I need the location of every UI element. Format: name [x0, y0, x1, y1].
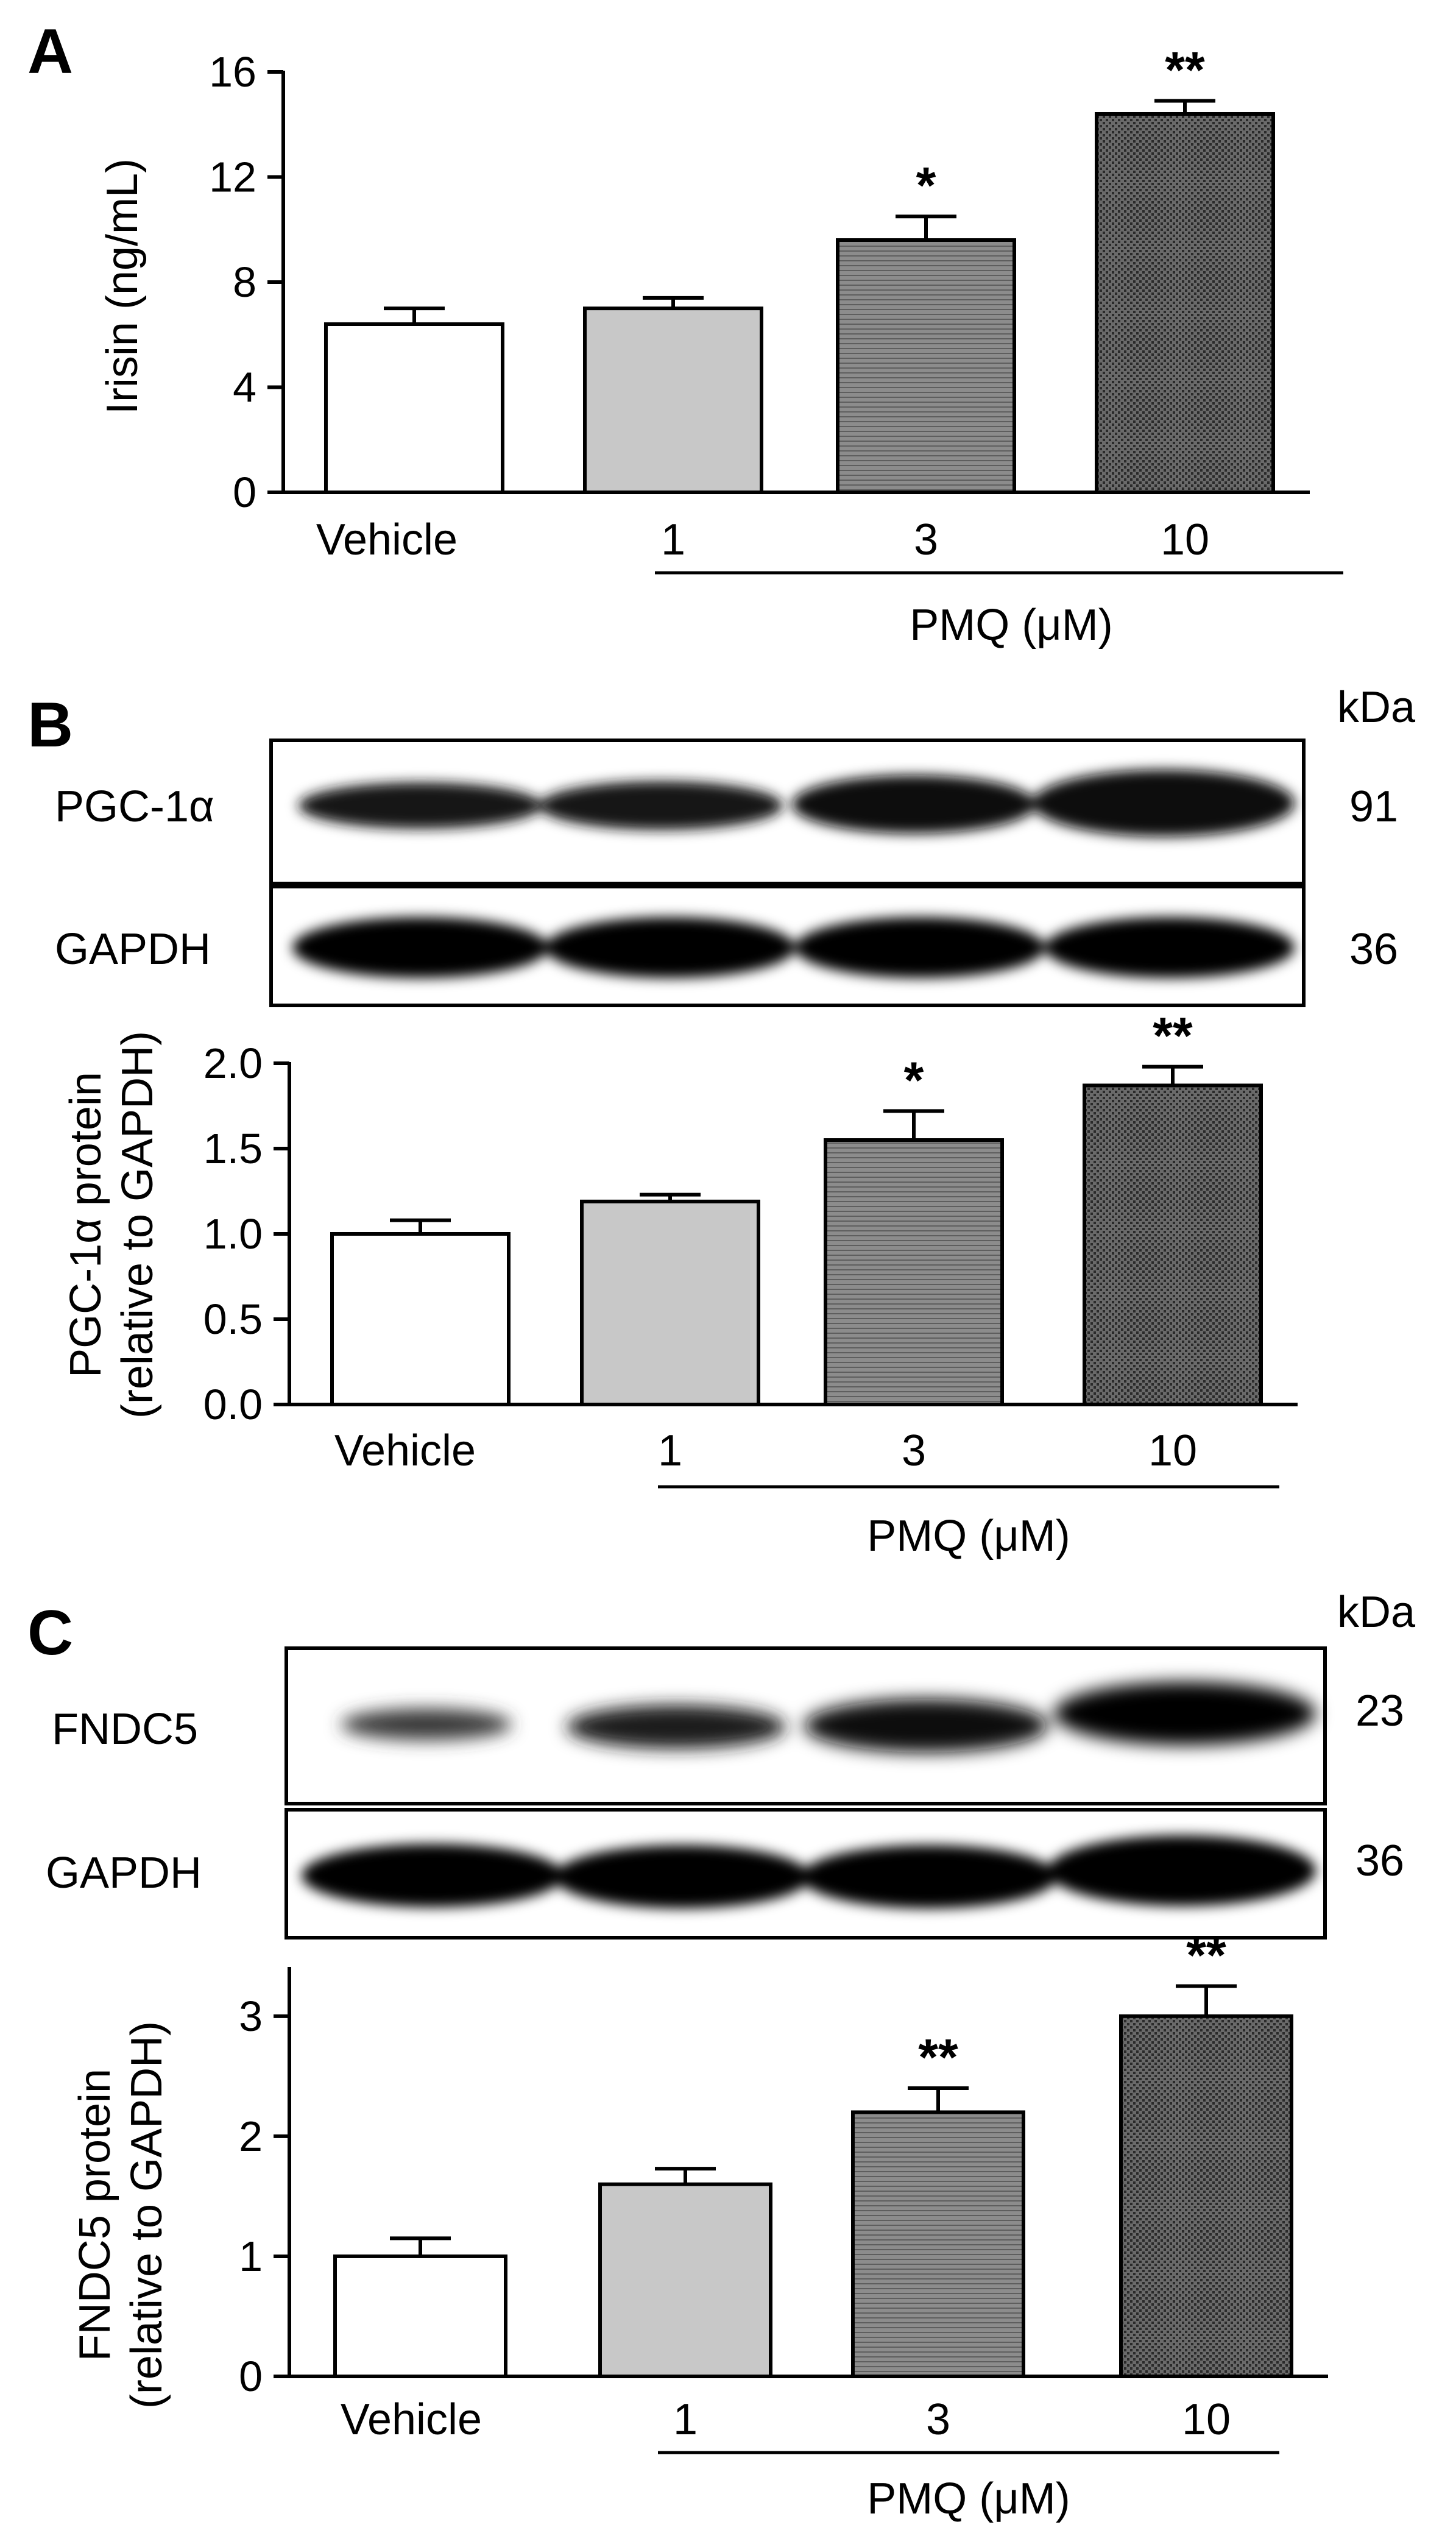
bar-2	[824, 1138, 1004, 1406]
category-label-1: 1	[658, 1426, 682, 1475]
y-tick-label: 2	[239, 2113, 263, 2160]
y-tick-label: 0.5	[203, 1295, 263, 1343]
y-axis-title-line2: (relative to GAPDH)	[122, 2021, 171, 2409]
group-label: PMQ (μM)	[867, 2474, 1070, 2523]
category-label-2: 3	[902, 1426, 926, 1475]
bar-1	[580, 1199, 760, 1407]
kda-label: kDa	[1337, 1588, 1416, 1637]
category-label-0: Vehicle	[316, 515, 458, 564]
bar-2	[851, 2110, 1025, 2379]
y-tick-label: 0	[239, 2353, 263, 2400]
group-label: PMQ (μM)	[910, 601, 1112, 650]
blot-label-gapdh-b: GAPDH	[55, 925, 211, 974]
y-tick-label: 16	[209, 48, 256, 96]
bar-3	[1083, 1083, 1263, 1406]
y-tick-label: 12	[209, 154, 256, 201]
significance-label-3: **	[1153, 1007, 1193, 1064]
panel-c: C kDa FNDC5 23 GAPDH 36	[27, 1588, 1416, 2523]
significance-label-2: *	[916, 157, 936, 214]
kda-pgc1a: 91	[1349, 782, 1398, 831]
significance-label-3: **	[1165, 41, 1205, 98]
y-tick-label: 2.0	[203, 1040, 263, 1087]
category-label-3: 10	[1182, 2395, 1231, 2444]
category-label-0: Vehicle	[334, 1426, 476, 1475]
panel-a: A Irisin (ng/mL) PMQ (μM) 0 4 8 12 16 Vehicle…	[27, 16, 1343, 650]
irisin-bar-chart: Irisin (ng/mL) PMQ (μM) 0 4 8 12 16 Vehicle 1 *…	[98, 41, 1343, 650]
panel-letter-b: B	[27, 690, 73, 760]
blot-fndc5: FNDC5 23	[52, 1646, 1404, 1805]
bar-3	[1119, 2014, 1293, 2378]
y-tick-label: 1.0	[203, 1210, 263, 1258]
blot-label-fndc5: FNDC5	[52, 1705, 198, 1754]
bar-1	[583, 306, 763, 494]
panel-b: B kDa PGC-1α 91 GAPDH 36	[27, 683, 1416, 1560]
blot-gapdh-b: GAPDH 36	[55, 885, 1398, 1007]
kda-gapdh-b: 36	[1349, 925, 1398, 974]
significance-label-2: **	[918, 2028, 958, 2086]
y-tick-label: 0.0	[203, 1381, 263, 1428]
category-label-2: 3	[926, 2395, 950, 2444]
kda-fndc5: 23	[1355, 1687, 1404, 1735]
kda-gapdh-c: 36	[1355, 1837, 1404, 1885]
group-label: PMQ (μM)	[867, 1512, 1070, 1560]
category-label-1: 1	[661, 515, 685, 564]
bar-3	[1095, 112, 1275, 494]
y-tick-label: 0	[233, 469, 256, 516]
y-axis-title-line1: PGC-1α protein	[62, 1072, 110, 1378]
bar-0	[330, 1232, 511, 1406]
blot-pgc1a: PGC-1α 91	[55, 739, 1398, 885]
category-label-3: 10	[1161, 515, 1209, 564]
y-axis-title: Irisin (ng/mL)	[98, 158, 147, 414]
blot-label-pgc1a: PGC-1α	[55, 782, 214, 831]
y-axis-title-line2: (relative to GAPDH)	[113, 1031, 162, 1419]
fndc5-bar-chart: FNDC5 protein (relative to GAPDH) PMQ (μ…	[71, 1927, 1328, 2523]
blot-label-gapdh-c: GAPDH	[46, 1849, 202, 1897]
category-label-1: 1	[673, 2395, 698, 2444]
category-label-3: 10	[1148, 1426, 1197, 1475]
y-tick-label: 3	[239, 1993, 263, 2040]
bar-2	[836, 238, 1016, 494]
category-label-2: 3	[914, 515, 938, 564]
bar-1	[598, 2182, 772, 2378]
y-tick-label: 1	[239, 2233, 263, 2280]
y-axis-title-line1: FNDC5 protein	[71, 2069, 119, 2361]
kda-label: kDa	[1337, 683, 1416, 732]
bar-0	[324, 322, 504, 494]
y-tick-label: 1.5	[203, 1125, 263, 1172]
category-label-0: Vehicle	[341, 2395, 482, 2444]
panel-letter-a: A	[27, 16, 73, 87]
blot-gapdh-c: GAPDH 36	[46, 1808, 1404, 1939]
y-tick-label: 4	[233, 364, 256, 411]
y-tick-label: 8	[233, 258, 256, 306]
significance-label-3: **	[1186, 1927, 1226, 1984]
significance-label-2: *	[904, 1051, 924, 1108]
bar-0	[333, 2254, 507, 2378]
panel-letter-c: C	[27, 1598, 73, 1668]
pgc1a-bar-chart: PGC-1α protein (relative to GAPDH) PMQ (…	[62, 1007, 1298, 1560]
